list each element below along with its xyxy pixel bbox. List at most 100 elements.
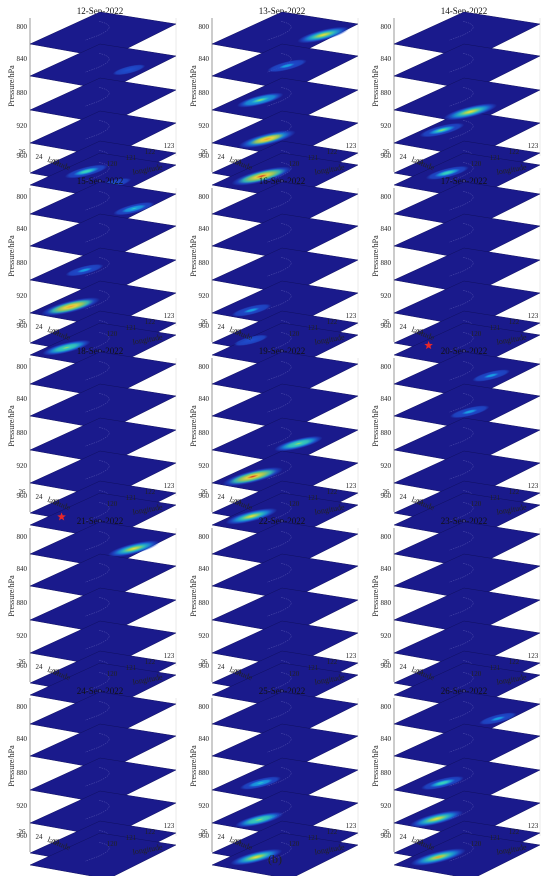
hotspot: [64, 164, 108, 179]
coastline-outline: [267, 427, 292, 447]
hotspot: [421, 776, 464, 790]
hotspot: [225, 508, 278, 525]
coastline-outline: [267, 630, 292, 650]
longitude-tick-label: 121: [490, 494, 501, 502]
heatmap-panel: 26-Sep-2022Pressure/hPa80084088092096026…: [371, 686, 541, 876]
longitude-tick-label: 120: [107, 670, 118, 678]
coastline-outline: [85, 672, 110, 692]
coastline-outline: [449, 223, 474, 243]
coastline-outline: [267, 162, 292, 182]
heatmap-panel: 18-Sep-2022Pressure/hPa80084088092096026…: [7, 346, 177, 540]
pressure-tick-label: 920: [199, 292, 210, 300]
pressure-axis-label: Pressure/hPa: [371, 65, 380, 107]
coastline-outline: [267, 21, 292, 41]
coastline-outline: [449, 21, 474, 41]
pressure-tick-label: 920: [381, 122, 392, 130]
longitude-tick-label: 120: [107, 160, 118, 168]
pressure-tick-label: 800: [199, 533, 210, 541]
longitude-tick-label: 121: [126, 324, 137, 332]
coastline-outline: [449, 120, 474, 140]
coastline-outline: [449, 320, 474, 340]
coastline-outline: [267, 361, 292, 381]
pressure-tick-label: 800: [381, 363, 392, 371]
hotspot: [267, 59, 307, 73]
longitude-tick-label: 123: [346, 142, 357, 150]
heatmap-panel: 17-Sep-2022Pressure/hPa80084088092096026…: [371, 176, 541, 370]
heatmap-panel: 15-Sep-2022Pressure/hPa80084088092096026…: [7, 176, 177, 370]
latitude-tick-label: 22: [235, 498, 243, 506]
pressure-axis-label: Pressure/hPa: [189, 405, 198, 447]
coastline-outline: [267, 767, 292, 787]
latitude-tick-label: 24: [400, 153, 408, 161]
heatmap-panel: 23-Sep-2022Pressure/hPa80084088092096026…: [371, 516, 541, 710]
pressure-plane: [211, 553, 359, 601]
hotspot: [231, 166, 292, 186]
coastline-outline: [85, 660, 110, 680]
coastline-outline: [449, 290, 474, 310]
pressure-tick-label: 840: [17, 225, 28, 233]
pressure-plane: [393, 723, 541, 771]
coastline-outline: [85, 490, 110, 510]
coastline-outline: [449, 563, 474, 583]
pressure-plane: [29, 383, 177, 431]
coastline-outline: [267, 393, 292, 413]
pressure-tick-label: 880: [381, 769, 392, 777]
latitude-tick-label: 22: [53, 328, 61, 336]
longitude-tick-label: 121: [308, 324, 319, 332]
pressure-tick-label: 800: [199, 363, 210, 371]
latitude-tick-label: 22: [235, 838, 243, 846]
coastline-outline: [449, 332, 474, 352]
coastline-outline: [85, 21, 110, 41]
coastline-outline: [85, 191, 110, 211]
pressure-tick-label: 960: [381, 662, 392, 670]
latitude-tick-label: 22: [53, 498, 61, 506]
longitude-tick-label: 121: [308, 494, 319, 502]
pressure-tick-label: 960: [199, 832, 210, 840]
longitude-tick-label: 120: [289, 670, 300, 678]
coastline-outline: [85, 800, 110, 820]
longitude-tick-label: 120: [289, 840, 300, 848]
coastline-outline: [449, 597, 474, 617]
coastline-outline: [85, 257, 110, 277]
latitude-tick-label: 22: [235, 668, 243, 676]
latitude-tick-label: 24: [218, 323, 226, 331]
coastline-outline: [449, 733, 474, 753]
pressure-plane: [393, 383, 541, 431]
coastline-outline: [449, 460, 474, 480]
pressure-tick-label: 920: [381, 292, 392, 300]
coastline-outline: [449, 490, 474, 510]
coastline-outline: [449, 660, 474, 680]
pressure-plane: [29, 553, 177, 601]
latitude-tick-label: 26: [19, 488, 27, 496]
pressure-tick-label: 800: [381, 193, 392, 201]
pressure-tick-label: 960: [381, 492, 392, 500]
coastline-outline: [449, 427, 474, 447]
pressure-plane: [393, 43, 541, 91]
pressure-tick-label: 920: [17, 462, 28, 470]
coastline-outline: [449, 53, 474, 73]
latitude-tick-label: 22: [53, 838, 61, 846]
longitude-tick-label: 122: [509, 148, 520, 156]
latitude-tick-label: 26: [201, 828, 209, 836]
hotspot: [409, 810, 464, 828]
pressure-tick-label: 880: [381, 259, 392, 267]
coastline-outline: [449, 767, 474, 787]
coastline-outline: [267, 842, 292, 862]
latitude-tick-label: 24: [400, 493, 408, 501]
coastline-outline: [85, 223, 110, 243]
pressure-tick-label: 920: [17, 292, 28, 300]
coastline-outline: [85, 393, 110, 413]
coastline-outline: [267, 223, 292, 243]
latitude-tick-label: 22: [417, 668, 425, 676]
latitude-tick-label: 26: [383, 148, 391, 156]
coastline-outline: [449, 150, 474, 170]
panel-grid: 12-Sep-2022Pressure/hPa80084088092096026…: [7, 6, 541, 876]
coastline-outline: [267, 672, 292, 692]
pressure-tick-label: 800: [17, 363, 28, 371]
star-marker-icon: [57, 512, 66, 521]
pressure-plane: [393, 832, 541, 876]
coastline-outline: [267, 460, 292, 480]
latitude-tick-label: 26: [19, 318, 27, 326]
longitude-tick-label: 123: [528, 312, 539, 320]
latitude-tick-label: 24: [36, 153, 44, 161]
